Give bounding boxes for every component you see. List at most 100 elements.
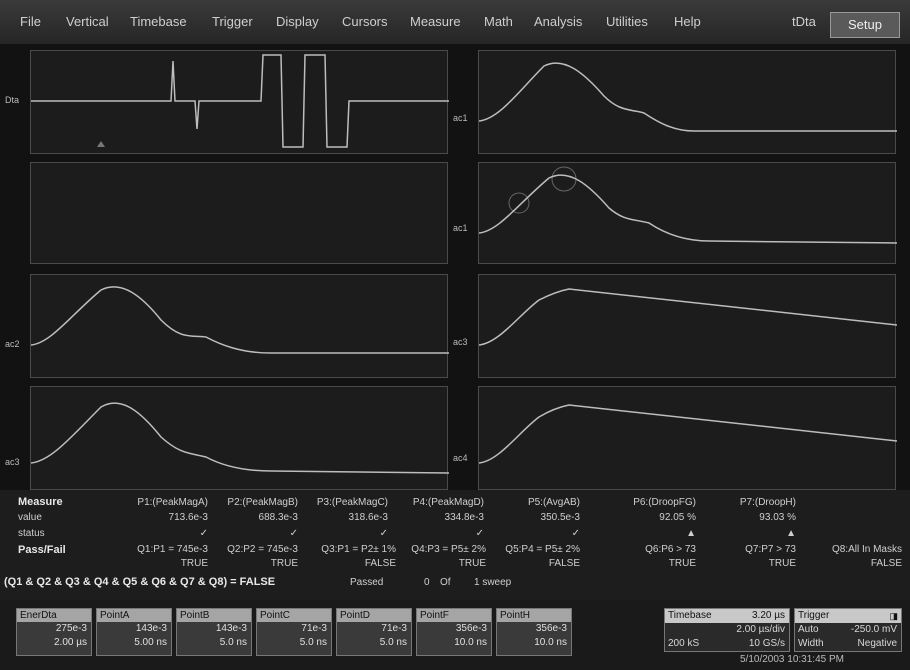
trigger-source-icon: ◨ <box>889 611 898 621</box>
menu-utilities[interactable]: Utilities <box>606 14 648 29</box>
waveform-panel-ac1-zoom[interactable]: ac1 <box>453 162 897 264</box>
tdta-label: tDta <box>792 14 816 29</box>
passed-label: Passed <box>350 577 384 588</box>
ac3-left-trace <box>31 402 449 474</box>
descriptor-title: PointA <box>97 609 171 622</box>
waveform-panel-dta[interactable]: Dta <box>5 50 449 154</box>
test-result: TRUE <box>180 558 208 569</box>
descriptor-scale: 5.0 ns <box>219 637 247 648</box>
timebase-rate: 10 GS/s <box>748 638 785 649</box>
channel-label-dta: Dta <box>5 95 20 105</box>
descriptor-enerdta[interactable]: EnerDta 275e-3 2.00 µs <box>16 608 92 656</box>
param-value: 93.03 % <box>759 512 796 523</box>
menu-help[interactable]: Help <box>674 14 701 29</box>
channel-label-ac3-right: ac3 <box>453 337 468 347</box>
measure-title[interactable]: Measure <box>18 496 63 508</box>
param-status-warning-icon: ▲ <box>786 528 796 539</box>
menu-file[interactable]: File <box>20 14 41 29</box>
param-status-check-icon: ✓ <box>571 528 580 539</box>
descriptor-pointa[interactable]: PointA 143e-3 5.00 ns <box>96 608 172 656</box>
param-name[interactable]: P2:(PeakMagB) <box>227 497 298 508</box>
descriptor-pointc[interactable]: PointC 71e-3 5.0 ns <box>256 608 332 656</box>
param-name[interactable]: P3:(PeakMagC) <box>316 497 388 508</box>
trigger-slope: Negative <box>857 638 897 649</box>
trigger-title: Trigger <box>798 610 830 621</box>
menu-timebase[interactable]: Timebase <box>130 14 187 29</box>
param-name[interactable]: P7:(DroopH) <box>739 497 796 508</box>
menu-measure[interactable]: Measure <box>410 14 461 29</box>
waveform-panel-ac3-left[interactable]: ac3 <box>5 386 449 490</box>
test-result: TRUE <box>458 558 486 569</box>
menu-math[interactable]: Math <box>484 14 513 29</box>
timebase-box[interactable]: Timebase 3.20 µs 2.00 µs/div 200 kS 10 G… <box>664 608 790 652</box>
descriptor-pointd[interactable]: PointD 71e-3 5.0 ns <box>336 608 412 656</box>
test-result: TRUE <box>270 558 298 569</box>
test-condition[interactable]: Q3:P1 = P2± 1% <box>321 544 396 555</box>
setup-button[interactable]: Setup <box>830 12 900 38</box>
test-condition[interactable]: Q7:P7 > 73 <box>745 544 796 555</box>
param-value: 92.05 % <box>659 512 696 523</box>
descriptor-pointh[interactable]: PointH 356e-3 10.0 ns <box>496 608 572 656</box>
ac3-right-trace <box>479 288 897 346</box>
waveform-panel-ac3-right[interactable]: ac3 <box>453 274 897 378</box>
descriptor-title: PointD <box>337 609 411 622</box>
timebase-per-div: 2.00 µs/div <box>736 624 785 635</box>
param-name[interactable]: P6:(DroopFG) <box>633 497 696 508</box>
channel-label-ac4: ac4 <box>453 453 468 463</box>
param-value: 713.6e-3 <box>168 512 208 523</box>
test-result: TRUE <box>768 558 796 569</box>
test-condition[interactable]: Q1:P1 = 745e-3 <box>137 544 208 555</box>
ac1-zoom-trace <box>479 166 897 244</box>
test-condition[interactable]: Q5:P4 = P5± 2% <box>505 544 580 555</box>
waveform-panel-ac1[interactable]: ac1 <box>453 50 897 154</box>
param-name[interactable]: P5:(AvgAB) <box>527 497 580 508</box>
menu-bar: File Vertical Timebase Trigger Display C… <box>0 0 910 45</box>
descriptor-value: 356e-3 <box>455 623 487 634</box>
test-condition[interactable]: Q2:P2 = 745e-3 <box>227 544 298 555</box>
param-name[interactable]: P4:(PeakMagD) <box>412 497 484 508</box>
menu-cursors[interactable]: Cursors <box>342 14 388 29</box>
param-value: 318.6e-3 <box>348 512 388 523</box>
trigger-type: Width <box>798 638 824 649</box>
waveform-panel-ac4[interactable]: ac4 <box>453 386 897 490</box>
descriptor-title: PointB <box>177 609 251 622</box>
ac2-trace <box>31 286 449 354</box>
descriptor-scale: 2.00 µs <box>53 637 87 648</box>
param-status-check-icon: ✓ <box>475 528 484 539</box>
waveform-panel-ac2[interactable]: ac2 <box>5 274 449 378</box>
descriptor-pointb[interactable]: PointB 143e-3 5.0 ns <box>176 608 252 656</box>
test-result: TRUE <box>668 558 696 569</box>
menu-vertical[interactable]: Vertical <box>66 14 109 29</box>
test-condition[interactable]: Q4:P3 = P5± 2% <box>411 544 486 555</box>
param-value: 688.3e-3 <box>258 512 298 523</box>
timebase-offset: 3.20 µs <box>751 610 785 621</box>
test-result: FALSE <box>364 558 396 569</box>
dta-trace <box>31 54 449 148</box>
descriptor-pointf[interactable]: PointF 356e-3 10.0 ns <box>416 608 492 656</box>
passed-count: 0 <box>424 577 430 588</box>
menu-display[interactable]: Display <box>276 14 319 29</box>
menu-trigger[interactable]: Trigger <box>212 14 253 29</box>
trigger-level: -250.0 mV <box>850 624 897 635</box>
descriptor-scale: 10.0 ns <box>534 637 567 648</box>
menu-analysis[interactable]: Analysis <box>534 14 583 29</box>
test-result: FALSE <box>870 558 902 569</box>
ac4-trace <box>479 404 897 464</box>
test-condition[interactable]: Q6:P6 > 73 <box>645 544 696 555</box>
channel-label-ac1-zoom: ac1 <box>453 223 468 233</box>
descriptor-value: 143e-3 <box>215 623 247 634</box>
param-name[interactable]: P1:(PeakMagA) <box>137 497 208 508</box>
descriptor-title: PointH <box>497 609 571 622</box>
row-label-passfail[interactable]: Pass/Fail <box>18 544 66 556</box>
descriptor-value: 143e-3 <box>135 623 167 634</box>
descriptor-value: 356e-3 <box>535 623 567 634</box>
descriptor-title: EnerDta <box>17 609 91 622</box>
channel-label-ac1: ac1 <box>453 113 468 123</box>
trigger-box[interactable]: Trigger ◨ Auto -250.0 mV Width Negative <box>794 608 902 652</box>
timebase-title: Timebase <box>668 610 712 621</box>
waveform-panel-empty[interactable] <box>30 162 448 264</box>
summary-expression[interactable]: (Q1 & Q2 & Q3 & Q4 & Q5 & Q6 & Q7 & Q8) … <box>4 576 276 588</box>
descriptor-value: 71e-3 <box>381 623 407 634</box>
descriptor-scale: 10.0 ns <box>454 637 487 648</box>
test-condition[interactable]: Q8:All In Masks <box>831 544 902 555</box>
